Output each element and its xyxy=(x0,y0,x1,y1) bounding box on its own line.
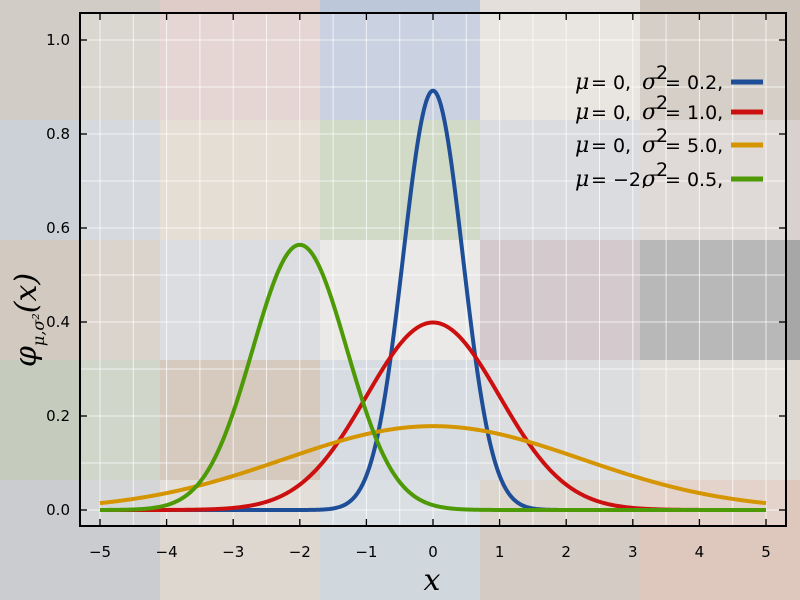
x-tick-label: 3 xyxy=(628,543,638,561)
x-tick-label: 4 xyxy=(695,543,705,561)
y-tick-label: 0.6 xyxy=(46,219,70,237)
x-tick-label: 0 xyxy=(428,543,438,561)
legend-sigma-superscript: 2 xyxy=(656,62,668,84)
series-line-2 xyxy=(98,424,768,506)
x-tick-label: −4 xyxy=(156,543,178,561)
x-axis-label: x xyxy=(424,563,441,598)
legend-sigma-superscript: 2 xyxy=(656,92,668,114)
legend-sigma-superscript: 2 xyxy=(656,159,668,181)
curves xyxy=(98,88,768,512)
legend-mu-value: = 0, xyxy=(591,102,631,124)
series-line-3 xyxy=(98,242,768,512)
legend-mu-value: = 0, xyxy=(591,135,631,157)
legend-sigma-superscript: 2 xyxy=(656,125,668,147)
legend-sigma-value: = 0.5, xyxy=(665,169,723,191)
legend-mu-symbol: μ xyxy=(575,167,589,192)
legend-sigma-value: = 5.0, xyxy=(665,135,723,157)
y-axis-label-rest: (x) xyxy=(9,273,44,313)
x-tick-label: −1 xyxy=(355,543,377,561)
legend-sigma-value: = 0.2, xyxy=(665,72,723,94)
y-axis-label: φμ,σ²(x) xyxy=(9,273,48,367)
legend-entry-0: μ = 0, σ2= 0.2, xyxy=(575,62,763,95)
y-axis-label-main: φ xyxy=(9,346,44,367)
axis-ticks: −5 −4 −3 −2 −1 0 1 2 3 4 5 0.0 0.2 0.4 0.6 0.8 1.0 xyxy=(46,13,786,561)
legend-entry-3: μ = −2,σ2= 0.5, xyxy=(575,159,763,192)
x-tick-label: 5 xyxy=(761,543,771,561)
y-axis-label-subscript: μ,σ² xyxy=(29,313,48,346)
x-tick-label: −2 xyxy=(289,543,311,561)
legend-mu-value: = 0, xyxy=(591,72,631,94)
x-tick-label: −5 xyxy=(89,543,111,561)
y-tick-label: 0.0 xyxy=(46,501,70,519)
y-tick-label: 0.8 xyxy=(46,125,70,143)
x-tick-label: 2 xyxy=(561,543,571,561)
x-tick-label: −3 xyxy=(222,543,244,561)
legend-entry-1: μ = 0, σ2= 1.0, xyxy=(575,92,763,125)
legend-sigma-value: = 1.0, xyxy=(665,102,723,124)
legend-sigma-symbol: σ xyxy=(642,133,658,158)
y-tick-label: 1.0 xyxy=(46,31,70,49)
y-tick-label: 0.4 xyxy=(46,313,70,331)
legend-sigma-symbol: σ xyxy=(642,70,658,95)
legend-sigma-symbol: σ xyxy=(642,167,658,192)
y-tick-label: 0.2 xyxy=(46,407,70,425)
legend-mu-symbol: μ xyxy=(575,100,589,125)
legend-mu-symbol: μ xyxy=(575,133,589,158)
legend-entry-2: μ = 0, σ2= 5.0, xyxy=(575,125,763,158)
legend: μ = 0, σ2= 0.2,μ = 0, σ2= 1.0,μ = 0, σ2= 5.0,μ… xyxy=(575,62,763,192)
legend-sigma-symbol: σ xyxy=(642,100,658,125)
legend-mu-symbol: μ xyxy=(575,70,589,95)
x-tick-label: 1 xyxy=(495,543,505,561)
legend-mu-value: = −2, xyxy=(591,169,647,191)
